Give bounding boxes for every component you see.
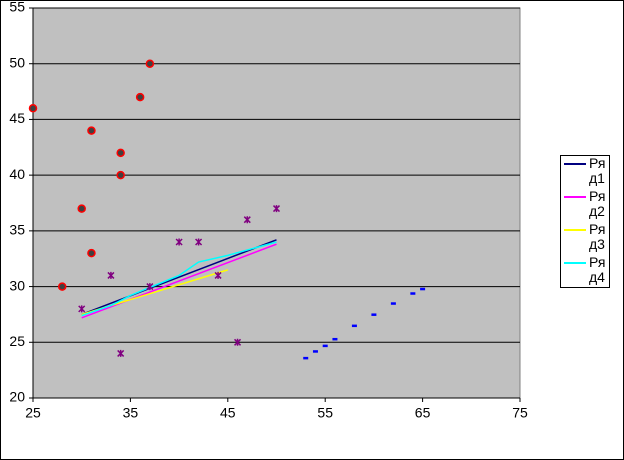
y-tick-label: 45: [9, 110, 25, 126]
legend-label: Ряд2: [589, 188, 606, 219]
x-tick-label: 75: [512, 405, 528, 421]
x-tick-label: 45: [220, 405, 236, 421]
legend-swatch: [564, 196, 586, 198]
point: [312, 350, 318, 353]
point: [371, 313, 377, 316]
point: [146, 283, 154, 291]
point: [243, 216, 251, 224]
point: [77, 204, 86, 213]
y-tick-label: 20: [9, 389, 25, 405]
legend: Ряд1 Ряд2 Ряд3 Ряд4: [560, 155, 610, 288]
x-tick-label: 65: [415, 405, 431, 421]
point: [195, 238, 203, 246]
point: [303, 356, 309, 360]
point: [78, 305, 86, 313]
y-tick-label: 50: [9, 54, 25, 70]
legend-item: Ряд4: [561, 255, 609, 288]
point: [272, 205, 281, 213]
legend-item: Ряд1: [561, 156, 609, 189]
point: [332, 337, 338, 341]
series-line: [81, 243, 277, 319]
point: [107, 271, 115, 279]
legend-item: Ряд2: [561, 189, 609, 222]
point: [420, 287, 426, 291]
point: [28, 104, 38, 113]
legend-item: Ряд3: [561, 222, 609, 255]
point: [410, 292, 416, 295]
point: [57, 282, 67, 291]
y-tick-label: 40: [9, 166, 25, 182]
point: [116, 170, 125, 180]
legend-swatch: [564, 262, 586, 264]
x-tick-label: 25: [25, 405, 41, 421]
legend-swatch: [564, 229, 586, 231]
point: [175, 238, 183, 246]
point: [351, 324, 357, 328]
series-line: [81, 241, 277, 317]
legend-label: Ряд4: [589, 254, 606, 285]
point: [116, 148, 125, 158]
legend-swatch: [564, 163, 586, 165]
point: [87, 248, 96, 258]
y-tick-label: 30: [9, 277, 25, 293]
plot-area: [32, 7, 521, 399]
point: [135, 92, 145, 102]
point: [145, 59, 155, 68]
x-tick-label: 35: [123, 405, 139, 421]
legend-label: Ряд3: [589, 221, 606, 252]
point: [234, 338, 242, 346]
point: [87, 126, 96, 135]
series-line: [81, 239, 277, 316]
point: [117, 349, 125, 357]
point: [214, 271, 222, 279]
x-tick-label: 55: [317, 405, 333, 421]
legend-label: Ряд1: [589, 155, 606, 186]
point: [390, 302, 396, 305]
y-tick-label: 55: [9, 0, 25, 15]
point: [322, 344, 328, 348]
y-tick-label: 35: [9, 222, 25, 238]
y-tick-label: 25: [9, 333, 25, 349]
